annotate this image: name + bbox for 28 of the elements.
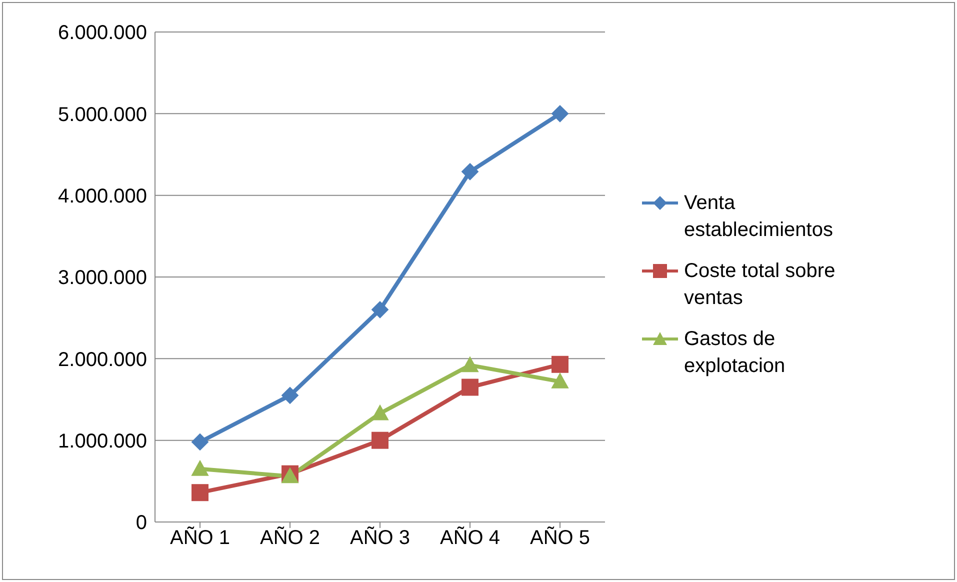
point [372,404,388,420]
point [192,433,208,450]
y-tick-label: 5.000.000 [58,104,147,126]
legend-label: Gastos de explotacion [684,327,786,379]
point [282,386,298,404]
x-tick-label: AÑO 4 [440,526,500,550]
point [372,432,388,449]
y-tick-label: 3.000.000 [58,267,147,290]
point [192,460,208,476]
point [552,373,568,388]
point [462,356,478,372]
legend-label: Coste total sobre ventas [684,259,836,311]
point [552,356,568,373]
x-tick-label: AÑO 1 [170,526,230,550]
point [462,163,478,180]
point [372,301,388,318]
point [192,484,208,502]
y-tick-label: 4.000.000 [58,185,147,208]
y-tick-label: 6.000.000 [58,22,147,44]
y-tick-label: 0 [136,512,147,534]
x-tick-label: AÑO 2 [260,526,320,550]
x-tick-label: AÑO 3 [350,526,410,550]
point [552,105,568,122]
point [462,378,478,396]
y-tick-label: 1.000.000 [58,430,147,452]
y-tick-label: 2.000.000 [58,348,147,371]
legend-label: Venta establecimientos [684,191,834,243]
x-tick-label: AÑO 5 [530,526,590,550]
